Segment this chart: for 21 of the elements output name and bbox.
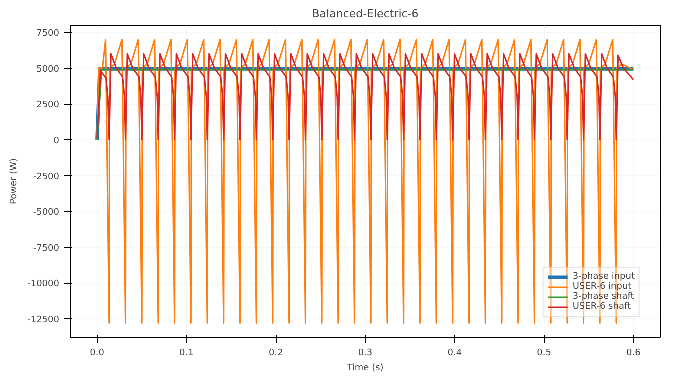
y-tick-label: 2500 — [36, 100, 60, 111]
x-tick-label: 0.0 — [90, 348, 105, 358]
x-tick-label: 0.2 — [268, 348, 284, 358]
x-tick-label: 0.1 — [180, 348, 194, 358]
x-tick-label: 0.6 — [626, 348, 642, 358]
y-tick-label: 5000 — [36, 64, 60, 75]
y-tick-label: -10000 — [28, 280, 60, 290]
line-series — [96, 53, 634, 141]
x-tick-label: 0.5 — [537, 348, 552, 358]
y-tick-label: -12500 — [28, 315, 60, 326]
x-tick-label: 0.3 — [358, 348, 373, 358]
line-series — [96, 39, 634, 324]
y-tick-label: -7500 — [33, 244, 60, 254]
x-axis-title: Time (s) — [346, 364, 384, 374]
y-tick-label: -2500 — [33, 172, 60, 182]
y-tick-label: 0 — [54, 136, 60, 146]
y-tick-label: -5000 — [33, 208, 60, 218]
y-axis-title: Power (W) — [10, 158, 20, 204]
chart-title: Balanced-Electric-6 — [312, 8, 419, 20]
y-tick-label: 7500 — [36, 29, 60, 40]
x-tick-label: 0.4 — [448, 348, 462, 358]
